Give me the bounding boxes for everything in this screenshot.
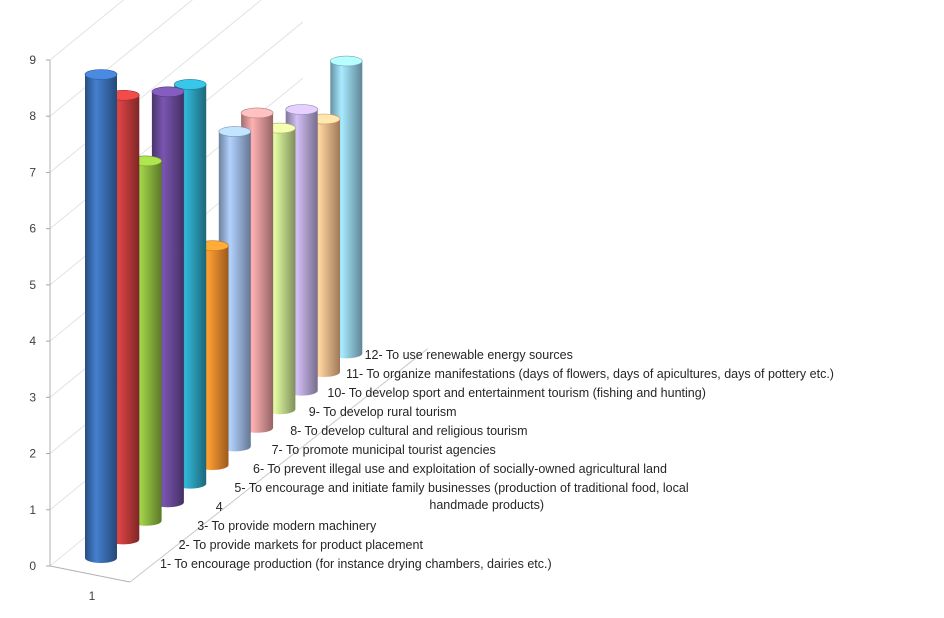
y-tick-label: 1 <box>29 503 36 517</box>
series-label: 8- To develop cultural and religious tou… <box>290 424 527 438</box>
series-label-line2: handmade products) <box>429 498 544 512</box>
y-tick-label: 9 <box>29 53 36 67</box>
bar-top <box>285 104 319 115</box>
bar-top <box>240 107 274 119</box>
series-label: 10- To develop sport and entertainment t… <box>327 386 705 400</box>
y-axis: 0 1 2 3 4 5 6 7 8 9 1 <box>29 53 428 603</box>
series-label: 3- To provide modern machinery <box>197 519 377 533</box>
bar-top <box>329 55 363 67</box>
series-label: 4 <box>216 500 223 514</box>
series-labels: 1- To encourage production (for instance… <box>160 348 834 571</box>
bar-top <box>151 86 185 98</box>
floor-edge <box>49 565 131 583</box>
bar-top <box>173 79 207 90</box>
series-label: 9- To develop rural tourism <box>309 405 457 419</box>
series-label: 5- To encourage and initiate family busi… <box>234 481 688 495</box>
y-tick-label: 8 <box>29 109 36 123</box>
y-tick-label: 2 <box>29 447 36 461</box>
y-tick-label: 5 <box>29 278 36 292</box>
series-label: 6- To prevent illegal use and exploitati… <box>253 462 667 476</box>
bar-cylinder <box>84 69 118 563</box>
gridline <box>49 0 125 61</box>
x-category-label: 1 <box>89 589 96 603</box>
series-label: 1- To encourage production (for instance… <box>160 557 552 571</box>
bar-body <box>85 74 117 563</box>
y-tick-label: 7 <box>29 165 36 179</box>
series-label: 2- To provide markets for product placem… <box>179 538 424 552</box>
series-label: 11- To organize manifestations (days of … <box>346 367 834 381</box>
y-tick-label: 0 <box>29 559 36 573</box>
series-label: 12- To use renewable energy sources <box>365 348 573 362</box>
depth-axis-line <box>129 348 428 583</box>
series-label: 7- To promote municipal tourist agencies <box>272 443 496 457</box>
y-tick-label: 3 <box>29 390 36 404</box>
bar-top <box>84 69 118 80</box>
y-tick-label: 4 <box>29 334 36 348</box>
bar-series <box>84 55 363 563</box>
y-tick-label: 6 <box>29 222 36 236</box>
bar-top <box>218 126 252 137</box>
